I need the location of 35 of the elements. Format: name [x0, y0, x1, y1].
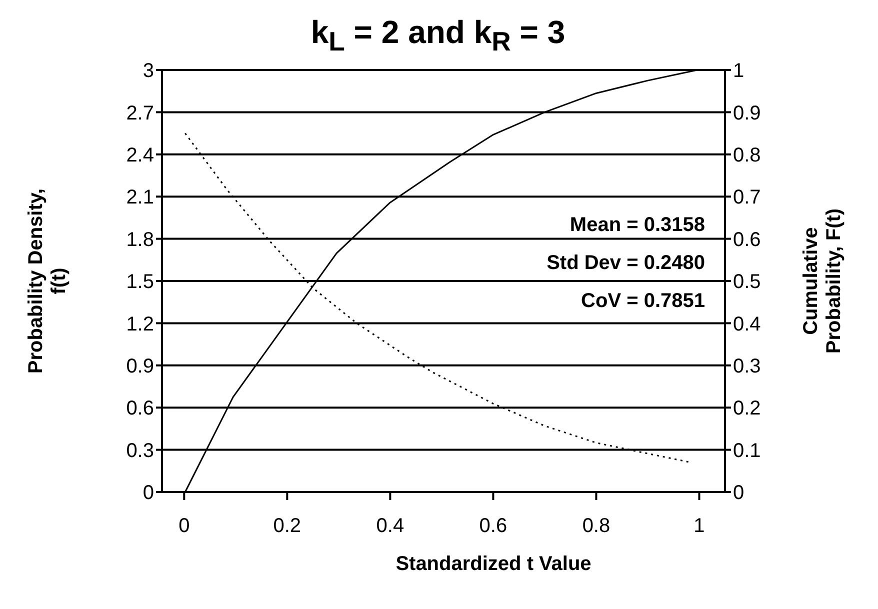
x-axis-title: Standardized t Value	[394, 553, 592, 576]
y2-tick-label: 0.8	[733, 144, 761, 166]
y-tick-label: 0.9	[126, 356, 154, 378]
y-tick-label: 2.1	[126, 186, 154, 209]
x-tick-label: 0.2	[273, 515, 302, 538]
y2-tick-label: 0.7	[733, 186, 761, 209]
y-tick-label: 3	[142, 60, 154, 82]
y-tick-label: 2.7	[126, 102, 154, 124]
y-tick-label: 1.8	[126, 228, 154, 251]
annotation: Std Dev = 0.2480	[546, 251, 705, 276]
y-tick-label: 0	[142, 482, 154, 504]
y2-tick-label: 0.6	[733, 228, 761, 251]
y-axis-title: Probability Density, f(t)	[24, 187, 71, 376]
y2-axis-title: Cumulative Probability, F(t)	[799, 207, 846, 356]
x-tick-label: 0.4	[376, 515, 404, 538]
y2-tick-label: 0.1	[733, 440, 761, 462]
y2-tick-label: 0.5	[733, 271, 761, 294]
annotation: Mean = 0.3158	[568, 213, 705, 238]
y-tick-label: 1.5	[126, 271, 154, 294]
y-tick-label: 0.6	[126, 398, 154, 420]
y-tick-label: 0.3	[126, 440, 154, 462]
y2-tick-label: 0.4	[733, 313, 761, 336]
y2-tick-label: 0	[733, 482, 744, 504]
x-tick-label: 0	[178, 515, 190, 538]
annotation: CoV = 0.7851	[580, 289, 705, 314]
y2-tick-label: 0.3	[733, 356, 761, 378]
y2-tick-label: 1	[733, 60, 744, 82]
y2-tick-label: 0.9	[733, 102, 761, 124]
y-tick-label: 1.2	[126, 313, 154, 336]
y-tick-label: 2.4	[126, 144, 154, 166]
x-tick-label: 0.6	[479, 515, 508, 538]
y2-tick-label: 0.2	[733, 398, 761, 420]
x-tick-label: 1	[694, 515, 705, 538]
chart-title: k$_{L}$ = 2 and k$_{R}$ = 3	[310, 14, 566, 58]
x-tick-label: 0.8	[582, 515, 610, 538]
